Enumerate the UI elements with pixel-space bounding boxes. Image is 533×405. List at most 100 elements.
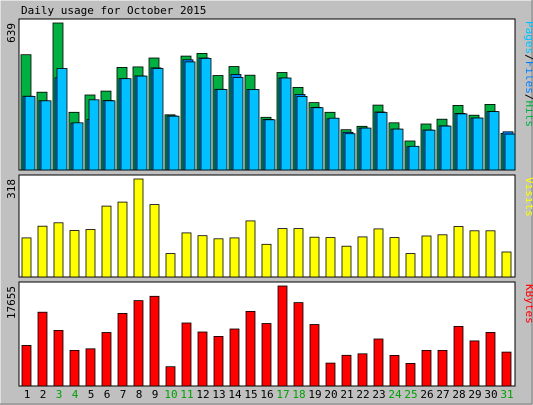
series-pages [24, 58, 516, 171]
kbytes-bar-day-24 [389, 354, 400, 387]
x-tick-label-day-30: 30 [484, 388, 497, 401]
panel-top-max-label: 639 [5, 23, 18, 43]
panel-middle-max-label: 318 [5, 179, 18, 199]
kbytes-bar-day-14 [229, 328, 240, 387]
kbytes-bar-day-11 [181, 322, 192, 387]
pages-bar-day-22 [360, 127, 372, 171]
kbytes-bar-day-3 [53, 329, 64, 387]
visits-bar-day-5 [85, 229, 96, 278]
visits-bar-day-17 [277, 228, 288, 278]
pages-bar-day-1 [24, 96, 36, 171]
x-tick-label-day-28: 28 [452, 388, 465, 401]
pages-bar-day-23 [376, 112, 388, 171]
x-tick-label-day-20: 20 [324, 388, 337, 401]
pages-bar-day-19 [312, 107, 324, 171]
pages-bar-day-12 [200, 58, 212, 171]
pages-bar-day-9 [152, 68, 164, 171]
visits-bar-day-27 [437, 234, 448, 278]
visits-bar-day-8 [133, 178, 144, 278]
x-tick-label-day-25: 25 [404, 388, 417, 401]
pages-bar-day-2 [40, 100, 52, 171]
visits-bar-day-11 [181, 232, 192, 278]
x-tick-label-day-26: 26 [420, 388, 433, 401]
panel-top: 639 Pages/Files/Hits [5, 18, 533, 171]
pages-bar-day-20 [328, 117, 340, 171]
kbytes-bar-day-16 [261, 323, 272, 387]
pages-bar-day-24 [392, 128, 404, 171]
visits-bar-day-30 [485, 230, 496, 278]
x-tick-label-day-19: 19 [308, 388, 321, 401]
x-tick-label-day-5: 5 [88, 388, 95, 401]
visits-bar-day-9 [149, 204, 160, 278]
kbytes-bar-day-10 [165, 366, 176, 387]
visits-bar-day-10 [165, 253, 176, 278]
pages-bar-day-15 [248, 89, 260, 171]
pages-bar-day-28 [456, 113, 468, 171]
visits-bar-day-25 [405, 253, 416, 278]
pages-bar-day-21 [344, 133, 356, 171]
pages-bar-day-3 [56, 68, 68, 171]
chart-title: Daily usage for October 2015 [21, 4, 206, 17]
visits-bar-day-1 [21, 237, 32, 278]
panel-bottom-series-label: KBytes [523, 284, 533, 324]
kbytes-bar-day-12 [197, 331, 208, 387]
visits-bar-day-24 [389, 237, 400, 278]
x-tick-label-day-31: 31 [500, 388, 513, 401]
x-tick-label-day-9: 9 [152, 388, 159, 401]
visits-bar-day-6 [101, 205, 112, 278]
kbytes-bar-day-15 [245, 310, 256, 387]
x-tick-label-day-10: 10 [164, 388, 177, 401]
pages-bar-day-10 [168, 115, 180, 171]
pages-bar-day-6 [104, 100, 116, 171]
kbytes-bar-day-7 [117, 312, 128, 387]
visits-bar-day-13 [213, 238, 224, 278]
pages-bar-day-18 [296, 96, 308, 171]
visits-bar-day-12 [197, 235, 208, 278]
x-tick-label-day-2: 2 [40, 388, 47, 401]
kbytes-bar-day-25 [405, 362, 416, 387]
x-tick-label-day-8: 8 [136, 388, 143, 401]
visits-bar-day-14 [229, 237, 240, 278]
x-tick-label-day-7: 7 [120, 388, 127, 401]
series-kbytes [21, 285, 512, 387]
pages-bar-day-5 [88, 99, 100, 171]
x-tick-label-day-13: 13 [212, 388, 225, 401]
panel-middle: 318 Visits [5, 174, 533, 278]
panel-bottom: 17655 KBytes [5, 281, 533, 387]
kbytes-bar-day-6 [101, 332, 112, 387]
visits-bar-day-18 [293, 228, 304, 278]
kbytes-bar-day-8 [133, 300, 144, 387]
kbytes-bar-day-29 [469, 340, 480, 387]
pages-bar-day-14 [232, 77, 244, 171]
visits-bar-day-15 [245, 220, 256, 278]
kbytes-bar-day-17 [277, 285, 288, 387]
kbytes-bar-day-4 [69, 349, 80, 387]
x-tick-label-day-11: 11 [180, 388, 193, 401]
kbytes-bar-day-18 [293, 302, 304, 387]
kbytes-bar-day-20 [325, 362, 336, 387]
panel-bottom-max-label: 17655 [5, 286, 18, 319]
pages-bar-day-11 [184, 61, 196, 171]
x-tick-label-day-24: 24 [388, 388, 402, 401]
visits-bar-day-26 [421, 235, 432, 278]
kbytes-bar-day-28 [453, 325, 464, 387]
visits-bar-day-22 [357, 236, 368, 278]
kbytes-bar-day-19 [309, 324, 320, 387]
visits-bar-day-4 [69, 230, 80, 278]
x-tick-label-day-1: 1 [24, 388, 31, 401]
visits-bar-day-19 [309, 236, 320, 278]
pages-bar-day-4 [72, 122, 84, 171]
panel-middle-series-label: Visits [523, 177, 533, 217]
x-tick-label-day-23: 23 [372, 388, 385, 401]
x-tick-label-day-22: 22 [356, 388, 369, 401]
pages-bar-day-25 [408, 145, 420, 171]
kbytes-bar-day-21 [341, 354, 352, 387]
series-visits [21, 178, 512, 278]
visits-bar-day-29 [469, 230, 480, 278]
visits-bar-day-21 [341, 245, 352, 278]
pages-bar-day-27 [440, 125, 452, 171]
panel-top-series-label: Pages/Files/Hits [523, 21, 533, 127]
x-axis-day-labels: 1 2 3 4 5 6 7 8 9 10 11 12 13 14 15 16 17 18 19 20 21 22 23 24 2… [24, 388, 514, 401]
pages-bar-day-7 [120, 78, 132, 171]
